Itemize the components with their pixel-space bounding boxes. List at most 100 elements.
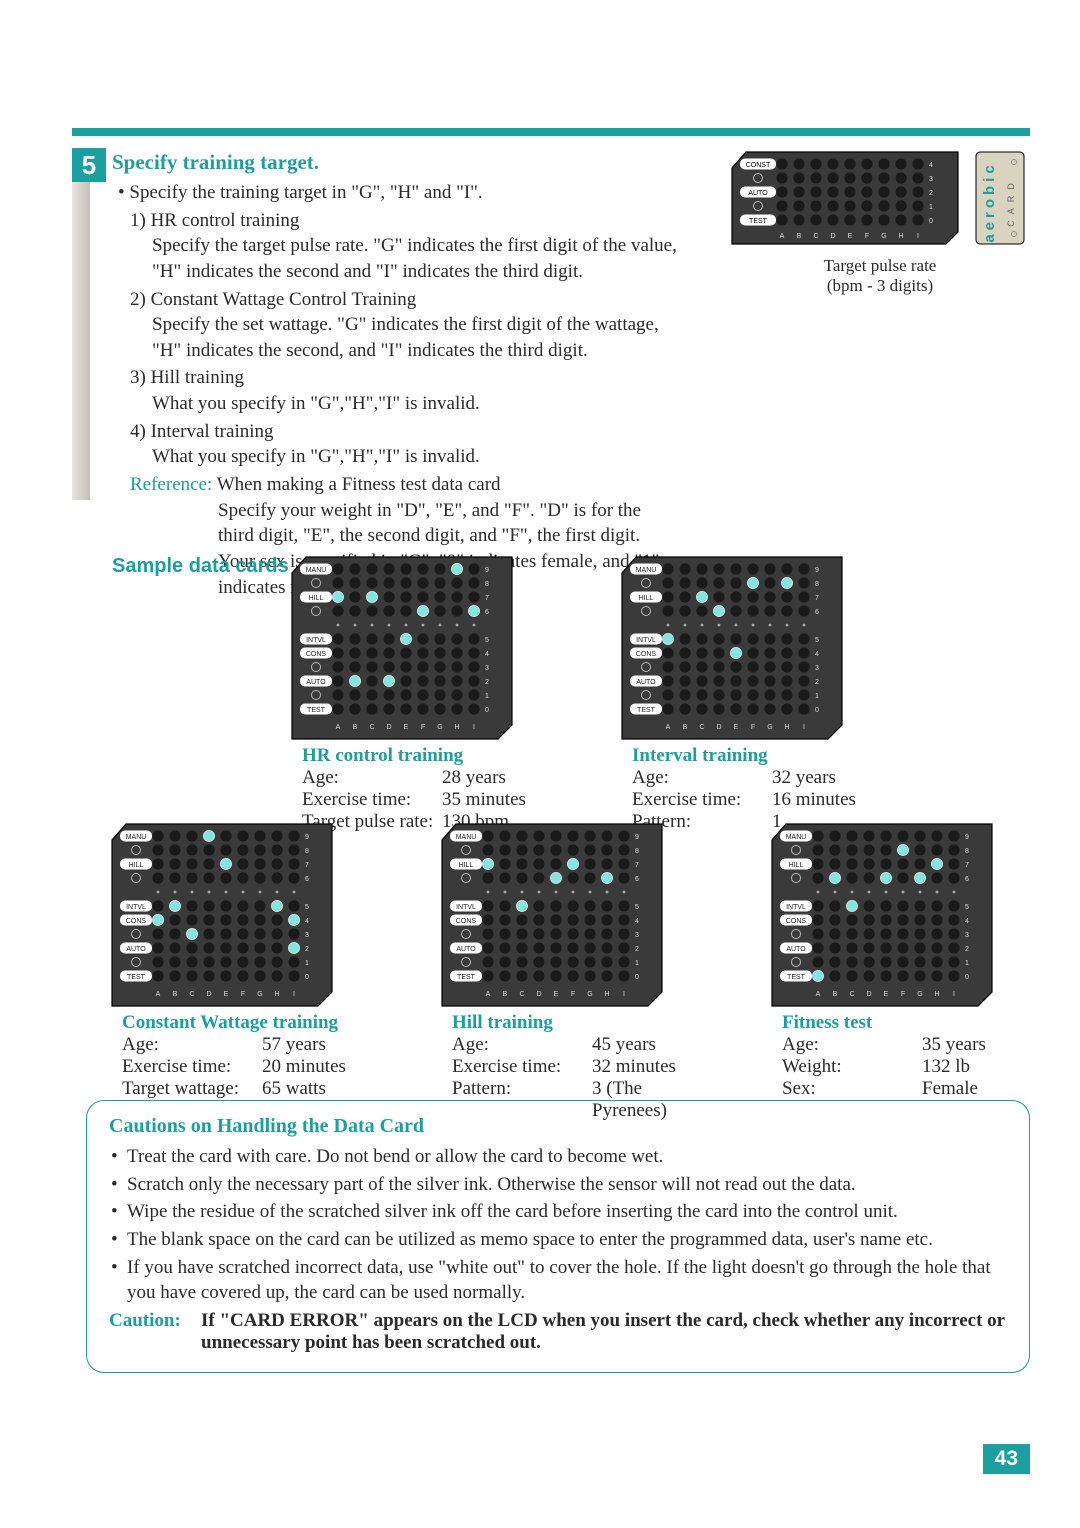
svg-text:4: 4	[635, 918, 639, 925]
svg-text:0: 0	[305, 974, 309, 981]
sample-card: MANU98HILL76INTVL5CONS43AUTO21TEST0ABCDE…	[770, 822, 1040, 1122]
step-item: 4) Interval training	[130, 419, 678, 445]
sample-card: MANU98HILL76INTVL5CONS43AUTO21TEST0ABCDE…	[620, 555, 890, 833]
svg-text:INTVL: INTVL	[786, 904, 806, 911]
svg-text:C: C	[849, 991, 854, 998]
sample-card: MANU98HILL76INTVL5CONS43AUTO21TEST0ABCDE…	[110, 822, 380, 1122]
svg-text:MANU: MANU	[786, 834, 807, 841]
svg-text:3: 3	[965, 932, 969, 939]
svg-text:7: 7	[815, 595, 819, 602]
svg-text:5: 5	[305, 904, 309, 911]
svg-text:A: A	[780, 233, 785, 240]
target-caption-2: (bpm - 3 digits)	[827, 276, 933, 295]
svg-text:D: D	[536, 991, 541, 998]
svg-text:CONS: CONS	[456, 918, 477, 925]
svg-text:AUTO: AUTO	[126, 946, 146, 953]
svg-text:9: 9	[635, 834, 639, 841]
svg-text:A: A	[486, 991, 491, 998]
svg-text:G: G	[767, 724, 772, 731]
step-body: • Specify the training target in "G", "H…	[118, 180, 678, 600]
page-left-tab	[72, 150, 90, 500]
svg-text:4: 4	[965, 918, 969, 925]
svg-text:7: 7	[485, 595, 489, 602]
sample-card-field: Exercise time:16 minutes	[632, 789, 890, 811]
svg-text:2: 2	[635, 946, 639, 953]
sample-card-field: Age:28 years	[302, 767, 560, 789]
sample-card-field: Age:57 years	[122, 1034, 380, 1056]
svg-text:A: A	[666, 724, 671, 731]
svg-text:AUTO: AUTO	[786, 946, 806, 953]
target-caption-1: Target pulse rate	[824, 256, 937, 275]
sample-card-title: HR control training	[302, 745, 560, 767]
svg-text:1: 1	[815, 693, 819, 700]
svg-text:C: C	[369, 724, 374, 731]
svg-text:D: D	[206, 991, 211, 998]
svg-text:CONS: CONS	[126, 918, 147, 925]
step-item-line: What you specify in "G","H","I" is inval…	[152, 444, 678, 470]
sample-card-field: Weight:132 lb	[782, 1056, 1040, 1078]
sample-card-title: Hill training	[452, 1012, 710, 1034]
svg-text:8: 8	[485, 581, 489, 588]
svg-text:G: G	[257, 991, 262, 998]
svg-text:MANU: MANU	[126, 834, 147, 841]
sample-card-field: Sex:Female	[782, 1078, 1040, 1100]
sample-card-field: Age:32 years	[632, 767, 890, 789]
caution-label: Caution:	[109, 1310, 201, 1354]
cautions-item: Treat the card with care. Do not bend or…	[109, 1144, 1007, 1170]
svg-text:C: C	[699, 724, 704, 731]
svg-text:1: 1	[929, 204, 933, 211]
sample-card-field: Age:35 years	[782, 1034, 1040, 1056]
step-bullet: Specify the training target in "G", "H" …	[129, 182, 482, 203]
svg-text:CONS: CONS	[786, 918, 807, 925]
sample-card-field: Target wattage:65 watts	[122, 1078, 380, 1100]
page-top-bar	[72, 128, 1030, 136]
svg-text:1: 1	[485, 693, 489, 700]
svg-text:B: B	[353, 724, 358, 731]
cautions-item: If you have scratched incorrect data, us…	[109, 1255, 1007, 1306]
svg-text:E: E	[554, 991, 559, 998]
svg-text:A: A	[336, 724, 341, 731]
cautions-box: Cautions on Handling the Data Card Treat…	[86, 1100, 1030, 1373]
sample-card: MANU98HILL76INTVL5CONS43AUTO21TEST0ABCDE…	[440, 822, 710, 1122]
svg-text:5: 5	[965, 904, 969, 911]
svg-text:I: I	[953, 991, 955, 998]
svg-text:E: E	[848, 233, 853, 240]
svg-text:9: 9	[815, 567, 819, 574]
svg-text:F: F	[751, 724, 755, 731]
sample-card-field: Exercise time:35 minutes	[302, 789, 560, 811]
svg-text:7: 7	[965, 862, 969, 869]
svg-text:D: D	[866, 991, 871, 998]
svg-text:3: 3	[485, 665, 489, 672]
reference-label: Reference:	[130, 474, 212, 495]
svg-text:B: B	[503, 991, 508, 998]
svg-text:A: A	[156, 991, 161, 998]
svg-text:2: 2	[815, 679, 819, 686]
svg-text:INTVL: INTVL	[126, 904, 146, 911]
svg-text:CONST: CONST	[746, 162, 771, 169]
cautions-list: Treat the card with care. Do not bend or…	[109, 1144, 1007, 1306]
sample-cards-row-1: MANU98HILL76INTVL5CONS43AUTO21TEST0ABCDE…	[290, 555, 890, 833]
sample-card-field: Exercise time:32 minutes	[452, 1056, 710, 1078]
svg-text:CONS: CONS	[636, 651, 657, 658]
svg-text:4: 4	[485, 651, 489, 658]
svg-text:MANU: MANU	[636, 567, 657, 574]
svg-text:I: I	[803, 724, 805, 731]
svg-text:HILL: HILL	[459, 862, 474, 869]
svg-text:TEST: TEST	[127, 974, 146, 981]
svg-text:H: H	[274, 991, 279, 998]
svg-text:3: 3	[305, 932, 309, 939]
target-pulse-card: CONST43AUTO21TEST0ABCDEFGHIaerobicCARD T…	[730, 150, 1030, 297]
data-card-graphic: MANU98HILL76INTVL5CONS43AUTO21TEST0ABCDE…	[440, 822, 664, 1008]
svg-text:1: 1	[305, 960, 309, 967]
svg-text:C: C	[519, 991, 524, 998]
svg-text:2: 2	[485, 679, 489, 686]
sample-card-title: Constant Wattage training	[122, 1012, 380, 1034]
sample-card-field: Exercise time:20 minutes	[122, 1056, 380, 1078]
data-card-graphic: MANU98HILL76INTVL5CONS43AUTO21TEST0ABCDE…	[290, 555, 514, 741]
svg-text:3: 3	[635, 932, 639, 939]
svg-text:CARD: CARD	[1006, 177, 1016, 227]
sample-cards-row-2: MANU98HILL76INTVL5CONS43AUTO21TEST0ABCDE…	[110, 822, 1040, 1122]
sample-card-field: Age:45 years	[452, 1034, 710, 1056]
svg-text:I: I	[473, 724, 475, 731]
svg-text:G: G	[437, 724, 442, 731]
